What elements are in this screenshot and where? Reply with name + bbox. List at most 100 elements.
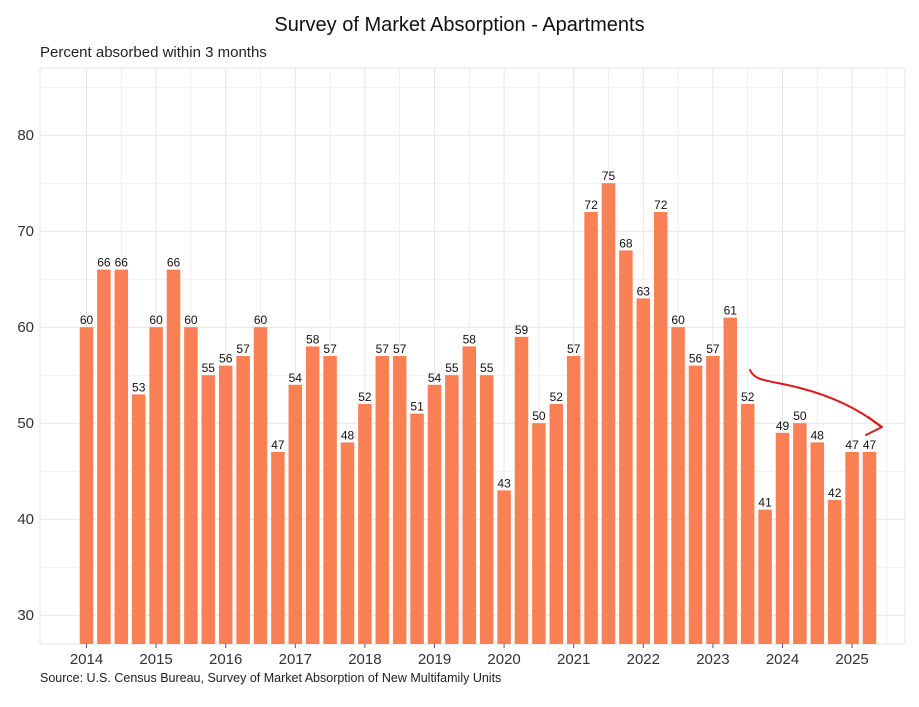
data-label: 57: [706, 342, 720, 356]
data-label: 51: [410, 400, 424, 414]
bar: [479, 375, 494, 644]
data-label: 42: [828, 486, 842, 500]
x-tick-label: 2018: [348, 651, 381, 668]
bar: [340, 442, 355, 644]
data-label: 66: [115, 256, 129, 270]
bar: [688, 365, 703, 644]
bar: [97, 269, 111, 644]
bar: [79, 327, 94, 644]
bar: [671, 327, 685, 644]
bar: [288, 384, 303, 644]
x-tick-label: 2017: [279, 651, 312, 668]
bar: [218, 365, 233, 644]
bar: [845, 452, 859, 644]
x-tick-label: 2025: [835, 651, 868, 668]
bar: [236, 356, 250, 644]
data-label: 56: [689, 352, 703, 366]
x-tick-label: 2016: [209, 651, 242, 668]
x-tick-label: 2020: [487, 651, 520, 668]
x-tick-label: 2022: [627, 651, 660, 668]
data-label: 50: [532, 409, 546, 423]
data-label: 60: [149, 313, 163, 327]
data-label: 53: [132, 380, 146, 394]
y-axis: 30 40 50 60 70 80: [17, 127, 34, 624]
y-tick-label: 80: [17, 127, 34, 144]
bar: [740, 404, 755, 644]
bar: [358, 404, 372, 644]
data-label: 61: [724, 304, 738, 318]
x-tick-label: 2023: [696, 651, 729, 668]
bar: [445, 375, 459, 644]
data-label: 72: [654, 198, 668, 212]
data-label: 57: [393, 342, 407, 356]
data-label: 52: [358, 390, 372, 404]
bar: [410, 413, 424, 644]
bar: [619, 250, 633, 644]
y-tick-label: 40: [17, 511, 34, 528]
x-tick-label: 2024: [766, 651, 799, 668]
bar: [149, 327, 163, 644]
bar: [166, 269, 181, 644]
chart-subtitle: Percent absorbed within 3 months: [40, 44, 267, 61]
data-label: 54: [289, 371, 303, 385]
bar: [114, 269, 129, 644]
y-tick-label: 70: [17, 223, 34, 240]
y-tick-label: 60: [17, 319, 34, 336]
bar: [514, 336, 529, 644]
bar: [793, 423, 807, 644]
trend-arrowhead: [865, 416, 883, 436]
bar: [862, 452, 877, 644]
bar: [131, 394, 146, 644]
bars-layer: [79, 183, 877, 644]
trend-arrow-annotation: [749, 369, 881, 427]
data-label: 57: [323, 342, 337, 356]
bar: [723, 317, 738, 644]
data-label: 56: [219, 352, 233, 366]
bar: [201, 375, 216, 644]
bar: [462, 346, 477, 644]
data-label: 55: [480, 361, 494, 375]
bar: [566, 356, 581, 644]
bar: [601, 183, 616, 644]
data-label: 60: [80, 313, 94, 327]
data-label: 66: [167, 256, 181, 270]
data-label: 48: [341, 428, 355, 442]
bar: [497, 490, 511, 644]
bar: [706, 356, 720, 644]
data-label: 66: [97, 256, 111, 270]
data-label: 68: [619, 236, 633, 250]
x-tick-label: 2019: [418, 651, 451, 668]
x-tick-label: 2021: [557, 651, 590, 668]
bar: [427, 384, 442, 644]
bar: [810, 442, 825, 644]
bar: [184, 327, 198, 644]
bar: [653, 212, 668, 644]
data-label: 47: [845, 438, 859, 452]
data-label: 47: [271, 438, 285, 452]
data-label: 57: [376, 342, 390, 356]
bar: [549, 404, 564, 644]
x-tick-label: 2015: [139, 651, 172, 668]
data-label: 41: [758, 496, 772, 510]
data-label: 52: [741, 390, 755, 404]
bar: [305, 346, 320, 644]
y-tick-label: 30: [17, 607, 34, 624]
data-label: 60: [254, 313, 268, 327]
data-label: 58: [306, 332, 320, 346]
data-label: 63: [637, 284, 651, 298]
data-label: 72: [584, 198, 598, 212]
bar: [323, 356, 337, 644]
data-label: 55: [445, 361, 459, 375]
data-label: 48: [811, 428, 825, 442]
data-label: 57: [567, 342, 581, 356]
data-label: 60: [184, 313, 198, 327]
bar: [271, 452, 285, 644]
data-label: 59: [515, 323, 529, 337]
data-label: 55: [202, 361, 216, 375]
bar: [636, 298, 651, 644]
bar: [532, 423, 546, 644]
bar: [758, 509, 772, 644]
data-label: 58: [463, 332, 477, 346]
x-tick-label: 2014: [70, 651, 103, 668]
